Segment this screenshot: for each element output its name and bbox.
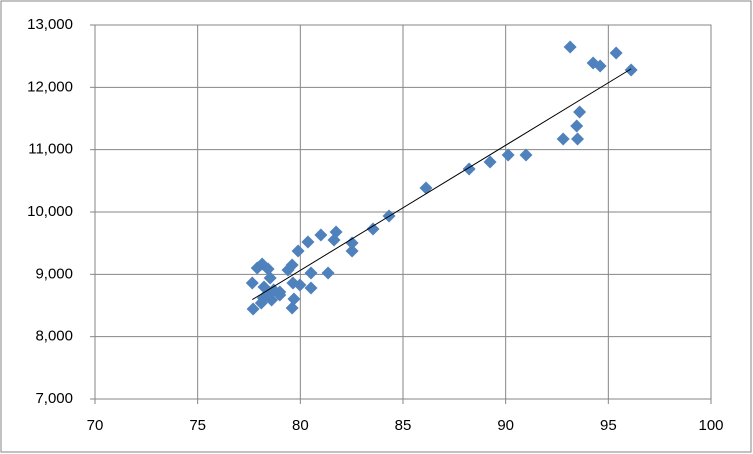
point [366,222,380,236]
point [263,271,277,285]
point [285,301,299,315]
point [501,148,515,162]
y-tick-label: 12,000 [27,78,73,95]
point [483,155,497,169]
trendline [252,68,632,301]
point [327,233,341,247]
point [556,132,570,146]
point [345,236,359,250]
y-tick-label: 8,000 [35,328,73,345]
point [291,244,305,258]
point [273,285,287,299]
point [304,266,318,280]
y-tick-label: 9,000 [35,265,73,282]
point [345,244,359,258]
point [573,105,587,119]
point [304,281,318,295]
point [624,63,638,77]
y-tick-label: 13,000 [27,16,73,33]
point [293,278,307,292]
x-tick-label: 70 [87,417,104,434]
point [245,276,259,290]
x-tick-label: 95 [600,417,617,434]
point [593,59,607,73]
point [321,266,335,280]
point [287,292,301,306]
point [570,119,584,133]
point [261,262,275,276]
point [301,235,315,249]
point [314,228,328,242]
point [254,296,268,310]
y-tick-label: 7,000 [35,390,73,407]
plot-border [94,24,712,400]
point [609,46,623,60]
point [563,40,577,54]
point [246,302,260,316]
y-tick-label: 10,000 [27,203,73,220]
point [281,263,295,277]
x-tick-label: 80 [292,417,309,434]
x-tick-label: 90 [497,417,514,434]
point [571,132,585,146]
x-tick-label: 85 [395,417,412,434]
point [519,148,533,162]
y-tick-label: 11,000 [28,141,73,158]
x-tick-label: 75 [189,417,206,434]
x-tick-label: 100 [698,417,723,434]
